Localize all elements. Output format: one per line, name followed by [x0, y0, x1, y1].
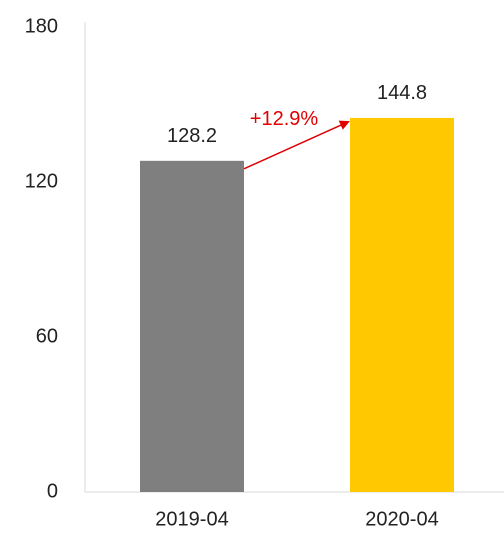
x-tick-label: 2020-04	[365, 508, 438, 530]
data-label: 144.8	[377, 82, 427, 104]
bar	[350, 117, 454, 492]
data-label: 128.2	[167, 125, 217, 147]
x-tick-label: 2019-04	[155, 508, 228, 530]
y-tick-label: 0	[47, 480, 58, 502]
y-tick-label: 180	[25, 15, 58, 37]
bar	[140, 160, 244, 493]
y-tick-label: 120	[25, 170, 58, 192]
growth-arrow	[243, 120, 350, 170]
growth-annotation: +12.9%	[250, 108, 319, 130]
y-tick-label: 60	[36, 325, 58, 347]
